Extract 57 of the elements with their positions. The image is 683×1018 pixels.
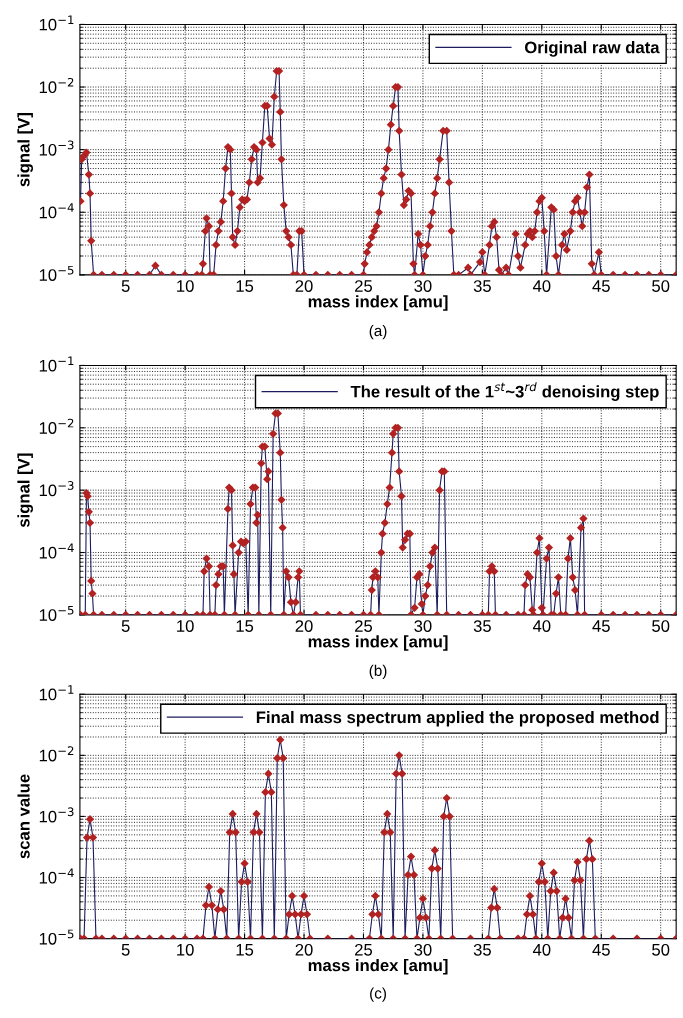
x-tick-label: 50 [652, 620, 670, 632]
y-tick-label: 10$^{−4}$ [39, 543, 74, 559]
y-tick-label: 10$^{−1}$ [39, 15, 74, 31]
x-tick-label: 10 [177, 943, 194, 956]
x-tick-label: 20 [295, 280, 313, 292]
x-tick-label: 40 [532, 280, 551, 292]
y-tick-label: 10$^{−3}$ [39, 140, 74, 156]
text: (a) [369, 324, 387, 340]
x-tick-label: 30 [414, 943, 432, 956]
x-tick-label: 5 [121, 944, 130, 956]
x-tick-label: 40 [532, 620, 551, 632]
y-tick-label: 10$^{−3}$ [39, 807, 74, 823]
legend-label: Original raw data [524, 41, 660, 57]
text: (c) [370, 987, 386, 1002]
y-axis-title: scan value [17, 774, 30, 859]
y-tick-label: 10$^{−1}$ [39, 356, 74, 372]
x-tick-label: 25 [355, 280, 373, 292]
x-tick-label: 25 [355, 620, 373, 632]
x-axis-title: mass index [amu] [308, 635, 448, 651]
x-tick-label: 5 [121, 280, 130, 292]
legend-label: Final mass spectrum applied the proposed method [256, 710, 659, 727]
x-tick-label: 10 [177, 280, 194, 292]
x-tick-label: 35 [473, 620, 491, 632]
x-tick-label: 45 [592, 280, 610, 292]
y-tick-label: 10$^{−2}$ [39, 418, 74, 434]
y-tick-label: 10$^{−5}$ [39, 265, 74, 281]
x-tick-label: 45 [592, 620, 610, 632]
x-axis-title: mass index [amu] [308, 958, 448, 975]
text: (b) [369, 664, 387, 679]
y-tick-label: 10$^{−4}$ [39, 203, 74, 219]
x-tick-label: 50 [652, 943, 670, 956]
x-tick-label: 15 [236, 620, 254, 632]
x-tick-label: 10 [177, 620, 194, 632]
y-tick-label: 10$^{−5}$ [39, 929, 74, 945]
y-tick-label: 10$^{−2}$ [39, 77, 74, 94]
y-tick-label: 10$^{−3}$ [39, 481, 74, 497]
x-tick-label: 25 [355, 943, 373, 956]
y-axis-title: signal [V] [17, 453, 33, 528]
x-tick-label: 35 [473, 943, 491, 956]
x-tick-label: 15 [236, 944, 254, 956]
x-tick-label: 20 [295, 620, 313, 632]
x-axis-title: mass index [amu] [308, 295, 448, 311]
y-axis-title: signal [V] [17, 113, 33, 187]
legend-label: The result of the 1$^{st}$~3$^{rd}$ denoising step [350, 382, 659, 401]
x-tick-label: 15 [236, 280, 254, 292]
y-tick-label: 10$^{−1}$ [39, 685, 74, 701]
x-tick-label: 50 [652, 280, 670, 292]
y-tick-label: 10$^{−5}$ [39, 605, 74, 621]
x-tick-label: 30 [414, 620, 432, 632]
x-tick-label: 40 [532, 943, 551, 956]
x-tick-label: 5 [121, 620, 130, 632]
x-tick-label: 45 [592, 944, 610, 956]
x-tick-label: 35 [473, 280, 491, 292]
x-tick-label: 20 [295, 943, 313, 956]
y-tick-label: 10$^{−2}$ [39, 746, 74, 762]
x-tick-label: 30 [414, 280, 432, 292]
y-tick-label: 10$^{−4}$ [39, 868, 74, 884]
